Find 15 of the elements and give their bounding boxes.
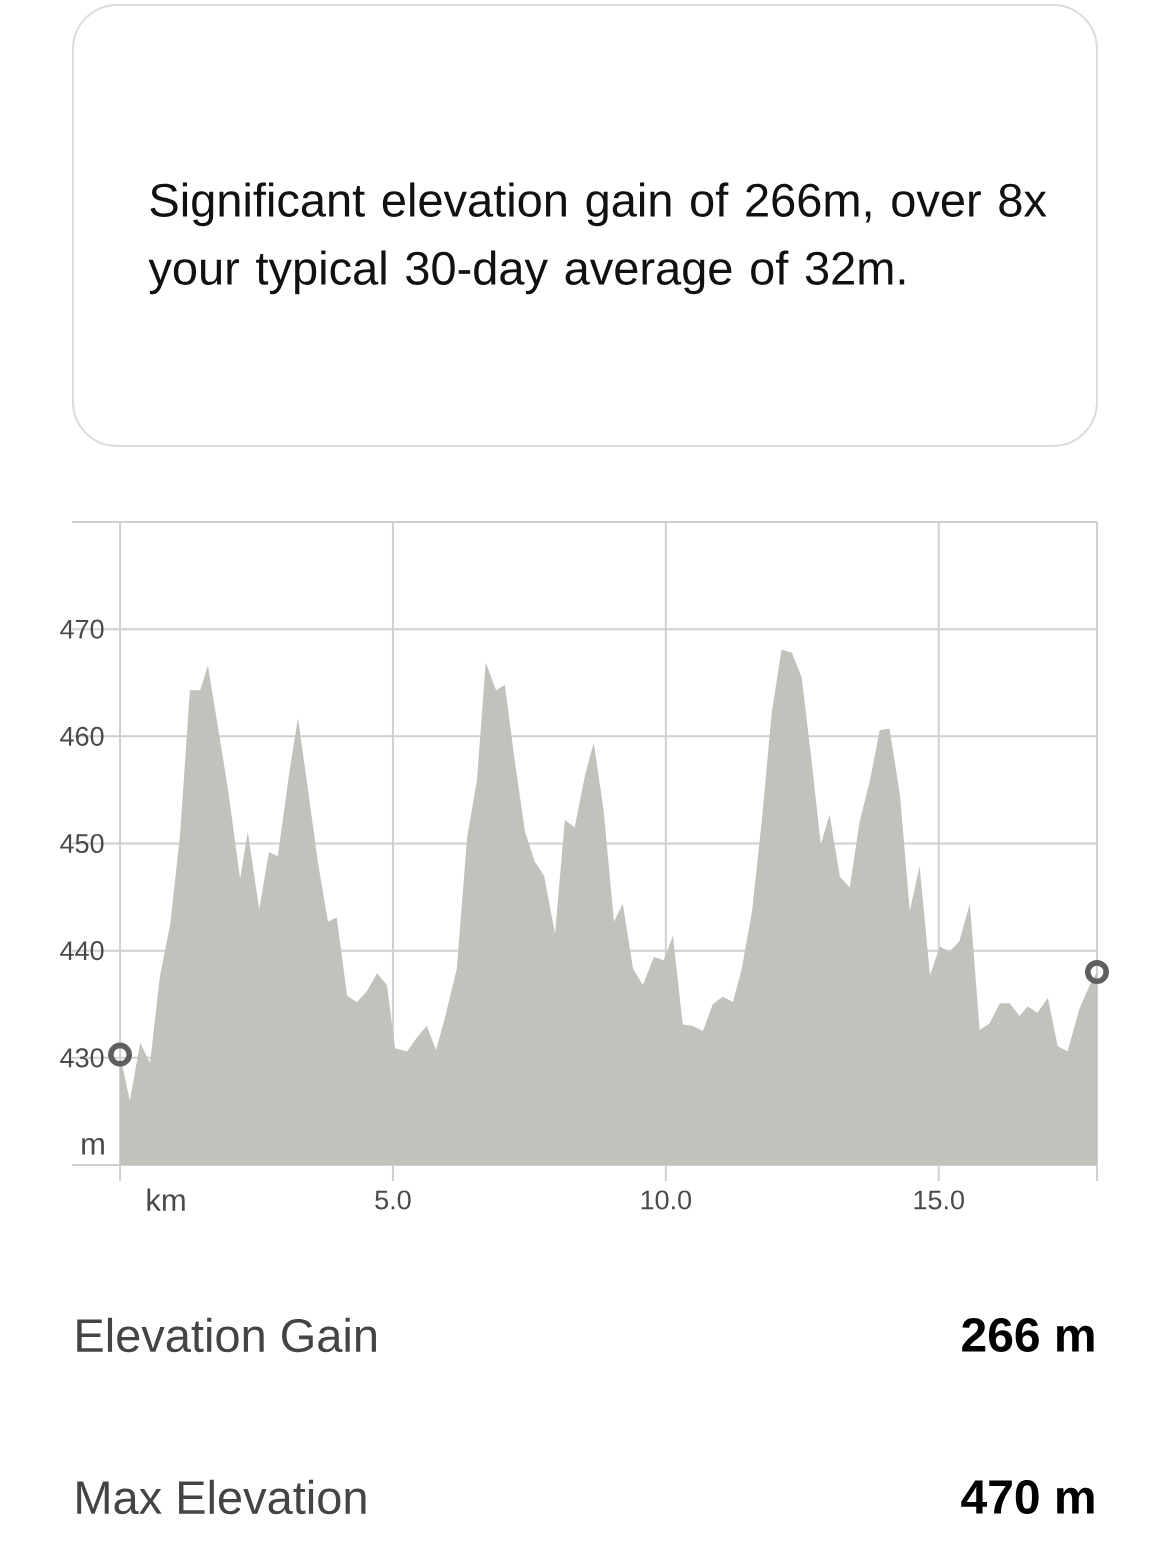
text: Max Elevation (77, 1479, 366, 1515)
y-tick-label: 450 (60, 833, 104, 854)
y-tick-label: 470 (60, 619, 104, 639)
text: 470 m (961, 1480, 1094, 1514)
y-axis-title: m (82, 1137, 104, 1155)
x-tick-label: 15.0 (914, 1190, 964, 1210)
y-tick-label: 460 (60, 726, 104, 746)
y-tick-label: 440 (60, 941, 104, 961)
text: 266 m (962, 1318, 1094, 1352)
y-tick-label: 430 (60, 1048, 104, 1068)
chart-title: Significant elevation gain of 266m, over 8x your typical 30-day average of 32m. (148, 182, 1047, 295)
x-tick-label: 10.0 (641, 1190, 692, 1210)
x-tick-label: 5.0 (375, 1190, 411, 1210)
text: Elevation Gain (77, 1317, 376, 1353)
x-axis-title: km (147, 1188, 185, 1211)
